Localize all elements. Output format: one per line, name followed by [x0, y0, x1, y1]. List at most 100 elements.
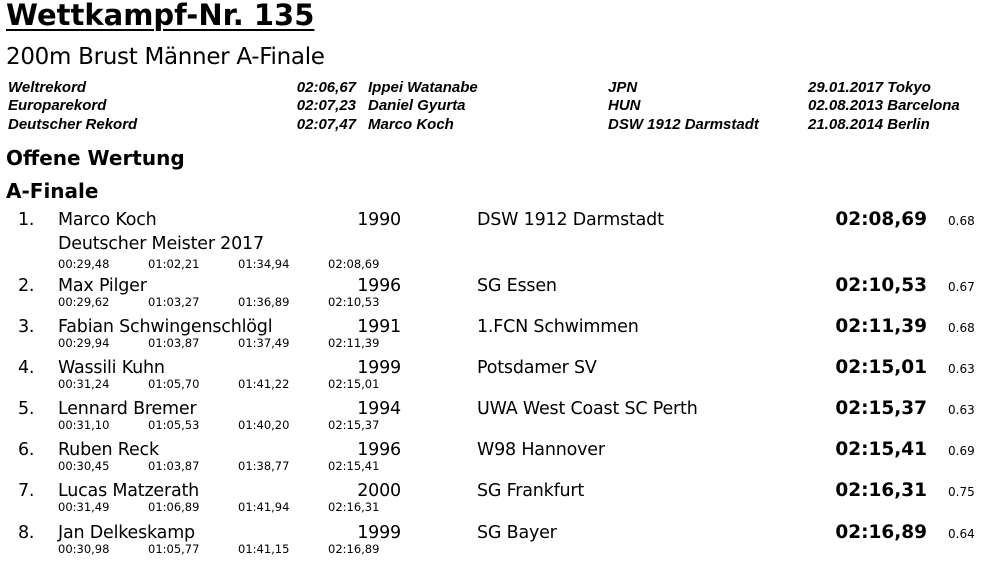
split-time: 00:29,48	[58, 257, 110, 271]
reaction-time: 0.75	[948, 485, 975, 499]
subsection-heading: A-Finale	[6, 179, 99, 203]
final-time: 02:16,89	[835, 522, 927, 543]
split-time: 01:05,53	[148, 418, 200, 432]
reaction-time: 0.68	[948, 214, 975, 228]
split-time: 02:10,53	[328, 295, 380, 309]
record-time: 02:07,23	[296, 97, 356, 114]
record-label: Weltrekord	[8, 79, 87, 96]
club: W98 Hannover	[477, 440, 605, 460]
swimmer-name: Fabian Schwingenschlögl	[58, 317, 273, 337]
split-time: 02:08,69	[328, 257, 380, 271]
swimmer-name: Max Pilger	[58, 276, 147, 296]
split-time: 02:15,01	[328, 377, 380, 391]
swimmer-name: Lucas Matzerath	[58, 481, 200, 501]
reaction-time: 0.63	[948, 403, 975, 417]
club: SG Bayer	[477, 523, 557, 543]
split-time: 01:03,87	[148, 336, 200, 350]
record-time: 02:07,47	[296, 116, 356, 133]
split-time: 00:30,45	[58, 459, 110, 473]
swimmer-name: Marco Koch	[58, 210, 157, 230]
split-time: 01:36,89	[238, 295, 290, 309]
split-time: 01:40,20	[238, 418, 290, 432]
rank: 3.	[18, 317, 35, 337]
swimmer-name: Wassili Kuhn	[58, 358, 165, 378]
rank: 2.	[18, 276, 35, 296]
rank: 5.	[18, 399, 35, 419]
split-time: 01:37,49	[238, 336, 290, 350]
record-label: Europarekord	[8, 97, 107, 114]
birth-year: 1991	[357, 317, 401, 337]
rank: 1.	[18, 210, 35, 230]
event-subtitle: 200m Brust Männer A-Finale	[6, 44, 325, 70]
split-time: 01:41,22	[238, 377, 290, 391]
reaction-time: 0.69	[948, 444, 975, 458]
page-title: Wettkampf-Nr. 135	[6, 0, 315, 32]
birth-year: 1990	[357, 210, 401, 230]
split-time: 01:34,94	[238, 257, 290, 271]
record-nation: HUN	[608, 97, 641, 114]
record-nation: DSW 1912 Darmstadt	[608, 116, 759, 133]
birth-year: 2000	[357, 481, 401, 501]
final-time: 02:11,39	[835, 316, 927, 337]
club: 1.FCN Schwimmen	[477, 317, 639, 337]
club: SG Essen	[477, 276, 557, 296]
split-time: 01:05,77	[148, 542, 200, 556]
split-time: 01:02,21	[148, 257, 200, 271]
record-label: Deutscher Rekord	[8, 116, 138, 133]
record-holder: Marco Koch	[368, 116, 454, 133]
record-date-place: 29.01.2017 Tokyo	[808, 79, 931, 96]
birth-year: 1999	[357, 523, 401, 543]
club: SG Frankfurt	[477, 481, 585, 501]
split-time: 01:05,70	[148, 377, 200, 391]
club: UWA West Coast SC Perth	[477, 399, 698, 419]
result-note: Deutscher Meister 2017	[58, 234, 264, 254]
final-time: 02:10,53	[835, 275, 927, 296]
split-time: 01:06,89	[148, 500, 200, 514]
birth-year: 1996	[357, 276, 401, 296]
section-heading: Offene Wertung	[6, 146, 185, 170]
split-time: 01:41,15	[238, 542, 290, 556]
rank: 7.	[18, 481, 35, 501]
split-time: 01:03,87	[148, 459, 200, 473]
swimmer-name: Ruben Reck	[58, 440, 159, 460]
swimmer-name: Jan Delkeskamp	[58, 523, 195, 543]
final-time: 02:15,37	[835, 398, 927, 419]
reaction-time: 0.64	[948, 527, 975, 541]
split-time: 01:38,77	[238, 459, 290, 473]
split-time: 00:31,49	[58, 500, 110, 514]
rank: 8.	[18, 523, 35, 543]
record-time: 02:06,67	[296, 79, 356, 96]
club: Potsdamer SV	[477, 358, 597, 378]
split-time: 00:29,62	[58, 295, 110, 309]
final-time: 02:15,01	[835, 357, 927, 378]
birth-year: 1996	[357, 440, 401, 460]
split-time: 01:03,27	[148, 295, 200, 309]
reaction-time: 0.67	[948, 280, 975, 294]
split-time: 00:30,98	[58, 542, 110, 556]
birth-year: 1994	[357, 399, 401, 419]
split-time: 00:31,24	[58, 377, 110, 391]
record-holder: Daniel Gyurta	[368, 97, 466, 114]
split-time: 02:15,37	[328, 418, 380, 432]
record-holder: Ippei Watanabe	[368, 79, 478, 96]
split-time: 02:16,31	[328, 500, 380, 514]
record-date-place: 21.08.2014 Berlin	[808, 116, 930, 133]
split-time: 02:16,89	[328, 542, 380, 556]
club: DSW 1912 Darmstadt	[477, 210, 664, 230]
split-time: 02:15,41	[328, 459, 380, 473]
split-time: 00:29,94	[58, 336, 110, 350]
split-time: 01:41,94	[238, 500, 290, 514]
record-nation: JPN	[608, 79, 638, 96]
final-time: 02:08,69	[835, 209, 927, 230]
rank: 4.	[18, 358, 35, 378]
reaction-time: 0.68	[948, 321, 975, 335]
record-date-place: 02.08.2013 Barcelona	[808, 97, 960, 114]
final-time: 02:16,31	[835, 480, 927, 501]
final-time: 02:15,41	[835, 439, 927, 460]
swimmer-name: Lennard Bremer	[58, 399, 197, 419]
reaction-time: 0.63	[948, 362, 975, 376]
rank: 6.	[18, 440, 35, 460]
split-time: 00:31,10	[58, 418, 110, 432]
split-time: 02:11,39	[328, 336, 380, 350]
birth-year: 1999	[357, 358, 401, 378]
